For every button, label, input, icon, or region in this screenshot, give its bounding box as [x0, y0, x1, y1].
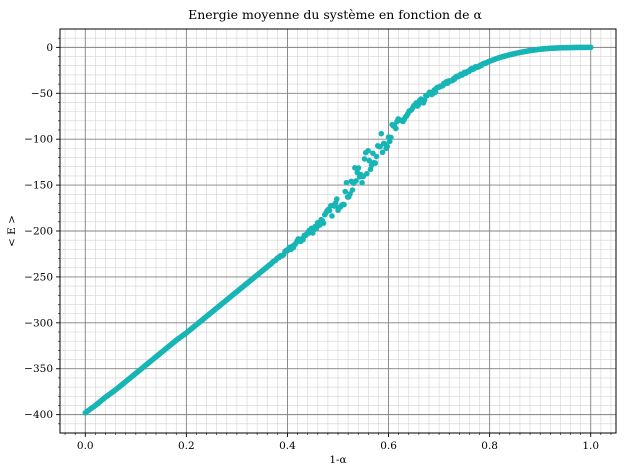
- data-points: [82, 44, 594, 416]
- y-tick-label: 0: [46, 42, 53, 54]
- data-point: [300, 236, 306, 243]
- data-point: [370, 150, 376, 157]
- x-axis-label: 1-α: [329, 454, 346, 466]
- data-point: [334, 196, 340, 202]
- data-point: [392, 125, 399, 132]
- x-tick-label: 0.4: [279, 440, 296, 452]
- data-point: [377, 143, 383, 150]
- x-tick-label: 0.6: [380, 440, 397, 452]
- data-point: [378, 130, 385, 137]
- data-point: [361, 156, 368, 162]
- y-tick-label: −200: [24, 226, 53, 238]
- y-tick-label: −250: [24, 271, 53, 283]
- data-point: [355, 165, 362, 171]
- data-point: [421, 97, 428, 103]
- y-tick-label: −50: [31, 88, 53, 100]
- y-tick-label: −350: [24, 363, 53, 375]
- chart-title: Energie moyenne du système en fonction d…: [188, 7, 482, 22]
- data-point: [353, 178, 359, 184]
- data-point: [349, 187, 356, 193]
- data-point: [343, 179, 350, 186]
- data-point: [373, 153, 380, 160]
- x-tick-label: 0.0: [77, 440, 94, 452]
- data-point: [384, 143, 391, 150]
- data-point: [372, 160, 379, 166]
- data-point: [366, 157, 373, 164]
- grid: [60, 29, 616, 433]
- y-axis-label: < E >: [6, 215, 18, 247]
- data-point: [432, 89, 439, 95]
- y-tick-label: −300: [24, 317, 53, 329]
- data-point: [341, 201, 347, 208]
- data-point: [359, 179, 365, 186]
- data-point: [320, 220, 327, 226]
- x-tick-label: 0.2: [178, 440, 195, 452]
- data-point: [365, 147, 371, 154]
- data-point: [379, 149, 386, 156]
- x-tick-label: 0.8: [481, 440, 498, 452]
- y-tick-label: −400: [24, 409, 53, 421]
- y-tick-label: −150: [24, 180, 53, 192]
- x-tick-label: 1.0: [582, 440, 599, 452]
- axis-ticks: 0.0 0.2 0.4 0.6 0.8 1.0 0 −50 −100 −150 −200 −250 −3…: [24, 37, 612, 452]
- data-point: [388, 134, 394, 141]
- data-point: [587, 44, 594, 51]
- data-point: [342, 188, 349, 195]
- y-tick-label: −100: [24, 134, 53, 146]
- data-point: [364, 170, 370, 177]
- data-point: [326, 207, 333, 214]
- data-point: [329, 213, 335, 219]
